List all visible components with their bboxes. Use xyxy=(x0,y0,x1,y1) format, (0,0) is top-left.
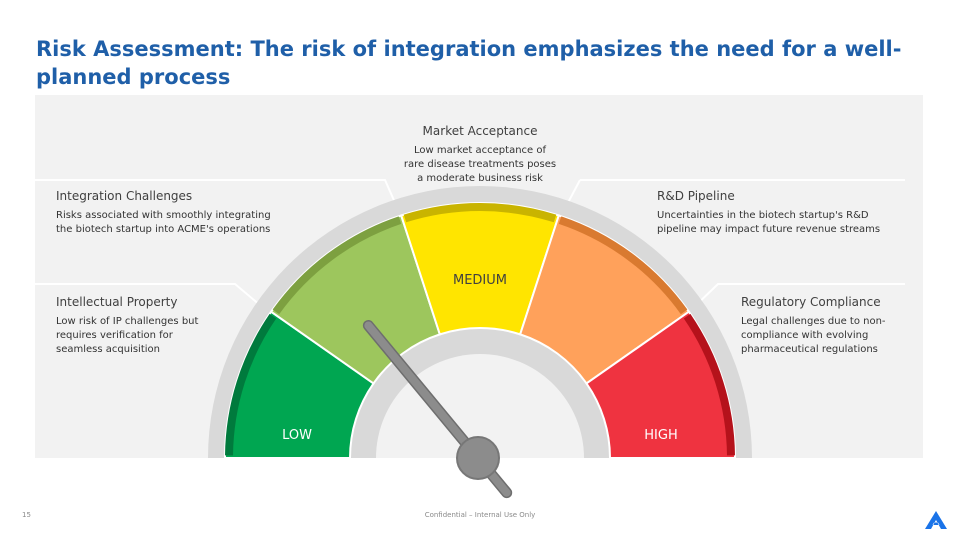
segment-label-high: HIGH xyxy=(644,428,678,443)
callout-text: Risks associated with smoothly integrati… xyxy=(56,209,316,237)
callout-text: Low market acceptance of rare disease tr… xyxy=(380,144,580,186)
callout-line: rare disease treatments poses xyxy=(403,159,557,170)
callout-title: Market Acceptance xyxy=(422,124,538,138)
page-number: 15 xyxy=(22,511,31,519)
callout-text: Uncertainties in the biotech startup's R… xyxy=(657,209,917,237)
company-logo-icon xyxy=(925,511,947,529)
gauge-segment-edge xyxy=(558,216,688,315)
page-title: Risk Assessment: The risk of integration… xyxy=(36,37,902,89)
callout-line: Risks associated with smoothly integrati… xyxy=(56,210,271,221)
gauge-hub xyxy=(376,354,584,458)
gauge-segments xyxy=(223,202,737,459)
gauge-segment-edge xyxy=(683,313,735,456)
gauge-segment-edge xyxy=(225,313,277,456)
callout-line: seamless acquisition xyxy=(56,344,160,355)
gauge-segment-edge xyxy=(403,203,557,223)
callout-title: Intellectual Property xyxy=(56,295,178,309)
callout-rd-pipeline: R&D Pipeline Uncertainties in the biotec… xyxy=(657,188,917,237)
segment-label-medium: MEDIUM xyxy=(452,273,507,288)
connector-line xyxy=(35,283,268,312)
callout-line: Legal challenges due to non- xyxy=(741,316,886,327)
segment-label-low: LOW xyxy=(282,428,312,443)
needle-pivot xyxy=(456,436,500,480)
callout-line: pharmaceutical regulations xyxy=(741,344,878,355)
callout-line: a moderate business risk xyxy=(417,173,543,184)
callout-title: Integration Challenges xyxy=(56,189,193,203)
callout-line: Low market acceptance of xyxy=(413,145,547,156)
gauge-needle xyxy=(362,319,513,499)
callout-line: compliance with evolving xyxy=(741,330,869,341)
callout-line: Uncertainties in the biotech startup's R… xyxy=(657,210,869,221)
callout-text: Low risk of IP challenges but requires v… xyxy=(56,315,256,357)
callout-line: requires verification for xyxy=(56,330,173,341)
callout-regulatory-compliance: Regulatory Compliance Legal challenges d… xyxy=(741,294,921,357)
callout-title: R&D Pipeline xyxy=(657,189,735,203)
callout-line: Low risk of IP challenges but xyxy=(56,316,199,327)
callout-line: the biotech startup into ACME's operatio… xyxy=(56,224,271,235)
callout-intellectual-property: Intellectual Property Low risk of IP cha… xyxy=(56,294,256,357)
callout-text: Legal challenges due to non- compliance … xyxy=(741,315,921,357)
confidential-notice: Confidential – Internal Use Only xyxy=(424,511,536,519)
gauge-segment-edge xyxy=(272,216,402,315)
callout-integration-challenges: Integration Challenges Risks associated … xyxy=(56,188,316,237)
callout-title: Regulatory Compliance xyxy=(741,295,881,309)
callout-line: pipeline may impact future revenue strea… xyxy=(657,224,881,235)
callout-market-acceptance: Market Acceptance Low market acceptance … xyxy=(380,123,580,186)
